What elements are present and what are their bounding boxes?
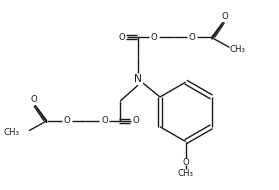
Text: O: O <box>119 33 126 42</box>
Text: O: O <box>221 12 228 21</box>
Text: O: O <box>188 33 195 42</box>
Text: CH₃: CH₃ <box>178 169 194 178</box>
Text: O: O <box>182 158 189 167</box>
Text: O: O <box>101 116 108 125</box>
Text: CH₃: CH₃ <box>3 128 19 137</box>
Text: O: O <box>63 116 70 125</box>
Text: CH₃: CH₃ <box>229 45 245 54</box>
Text: N: N <box>134 74 142 84</box>
Text: O: O <box>151 33 157 42</box>
Text: O: O <box>31 95 37 104</box>
Text: O: O <box>133 116 140 125</box>
